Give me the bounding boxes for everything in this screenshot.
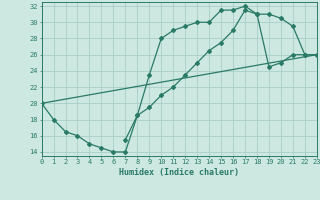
X-axis label: Humidex (Indice chaleur): Humidex (Indice chaleur) (119, 168, 239, 177)
